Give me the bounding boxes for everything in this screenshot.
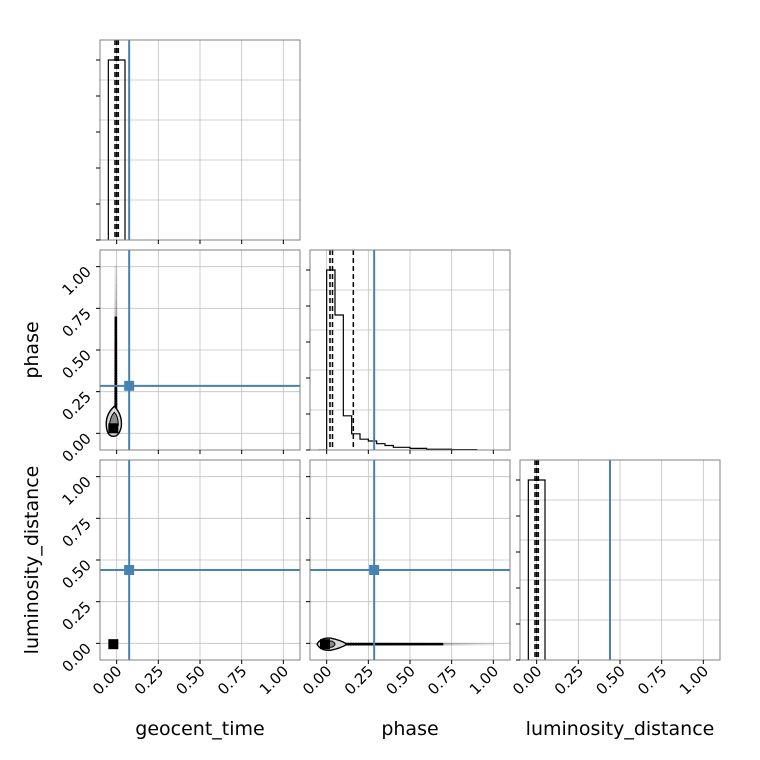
sample-point — [114, 270, 118, 274]
hist-panel-phase — [306, 249, 511, 454]
sample-point — [474, 642, 478, 646]
sample-point — [114, 303, 118, 307]
x-tick-label: 0.00 — [89, 662, 125, 698]
y-tick-label: 0.25 — [58, 388, 94, 424]
sample-point — [466, 642, 470, 646]
sample-point — [486, 642, 490, 646]
x-tick-label: 0.00 — [509, 662, 545, 698]
sample-point — [114, 287, 118, 292]
sample-point — [481, 642, 485, 646]
sample-point — [114, 298, 118, 302]
x-tick-label: 0.25 — [551, 662, 587, 698]
sample-point — [114, 272, 118, 276]
sample-point — [114, 275, 118, 279]
xlabel-phase: phase — [381, 718, 438, 740]
sample-point — [114, 265, 118, 269]
sample-point — [114, 295, 118, 299]
truth-marker — [369, 565, 380, 575]
sample-point — [446, 642, 450, 646]
y-tick-label: 0.00 — [58, 639, 94, 675]
sample-point — [114, 277, 118, 281]
histogram-step — [318, 269, 478, 450]
density-contour-inner — [108, 411, 119, 426]
x-tick-label: 0.75 — [214, 662, 250, 698]
y-tick-label: 0.25 — [58, 598, 94, 634]
truth-marker — [124, 380, 135, 391]
sample-point — [114, 267, 118, 271]
sample-point — [114, 280, 118, 284]
sample-point — [114, 305, 118, 309]
sample-point — [463, 642, 467, 646]
y-tick-label: 0.00 — [58, 429, 94, 465]
y-tick-label: 0.75 — [58, 304, 94, 340]
density-peak — [108, 639, 119, 650]
y-tick-label: 0.50 — [58, 346, 94, 382]
scatter-panel-geocent-time-phase: 0.00 0.25 0.50 0.75 1.00 — [58, 249, 301, 466]
sample-point — [114, 300, 118, 304]
sample-point — [453, 642, 457, 646]
corner-panels: 0.00 0.25 0.50 0.75 1.000.000.250.500.751.00… — [58, 39, 721, 698]
x-tick-label: 0.75 — [634, 662, 670, 698]
sample-point — [476, 642, 480, 646]
sample-point — [114, 313, 118, 317]
sample-point — [114, 310, 118, 315]
density-peak — [108, 423, 119, 434]
x-tick-label: 0.75 — [424, 662, 460, 698]
sample-point — [491, 642, 495, 646]
x-tick-label: 0.00 — [299, 662, 335, 698]
x-tick-label: 0.25 — [341, 662, 377, 698]
ylabel-luminosity-distance: luminosity_distance — [21, 466, 43, 655]
scatter-panel-phase-luminosity-distance: 0.00 0.25 0.50 0.75 1.00 — [299, 459, 511, 698]
x-tick-label: 0.50 — [592, 662, 628, 698]
x-tick-label: 1.00 — [256, 662, 292, 698]
sample-point — [448, 642, 452, 646]
sample-point — [114, 282, 118, 287]
truth-marker — [124, 565, 135, 575]
x-tick-label: 1.00 — [466, 662, 502, 698]
x-tick-label: 0.25 — [131, 662, 167, 698]
y-tick-label: 0.50 — [58, 556, 94, 592]
sample-point — [456, 642, 460, 646]
hist-panel-luminosity-distance: 0.00 0.25 0.50 0.75 1.00 — [509, 459, 721, 698]
xlabel-geocent-time: geocent_time — [135, 718, 264, 740]
sample-point — [471, 642, 475, 646]
x-tick-label: 0.50 — [172, 662, 208, 698]
hist-panel-geocent-time — [96, 39, 301, 244]
sample-point — [458, 642, 462, 646]
x-tick-label: 0.50 — [382, 662, 418, 698]
sample-point — [443, 642, 447, 646]
sample-point — [461, 642, 465, 646]
sample-point — [114, 290, 118, 294]
y-tick-label: 0.75 — [58, 514, 94, 550]
density-peak — [320, 639, 330, 650]
sample-point — [114, 285, 118, 289]
sample-point — [479, 642, 483, 646]
sample-point — [451, 642, 455, 646]
sample-point — [484, 642, 488, 646]
ylabel-phase: phase — [21, 321, 43, 378]
sample-point — [489, 642, 493, 646]
sample-point — [114, 308, 118, 312]
sample-point — [468, 642, 472, 646]
x-tick-label: 1.00 — [676, 662, 712, 698]
scatter-panel-geocent-time-luminosity-distance: 0.00 0.25 0.50 0.75 1.000.000.250.500.751.00 — [58, 459, 301, 698]
xlabel-luminosity-distance: luminosity_distance — [526, 718, 715, 740]
sample-point — [114, 293, 118, 297]
y-tick-label: 1.00 — [58, 263, 94, 299]
y-tick-label: 1.00 — [58, 473, 94, 509]
